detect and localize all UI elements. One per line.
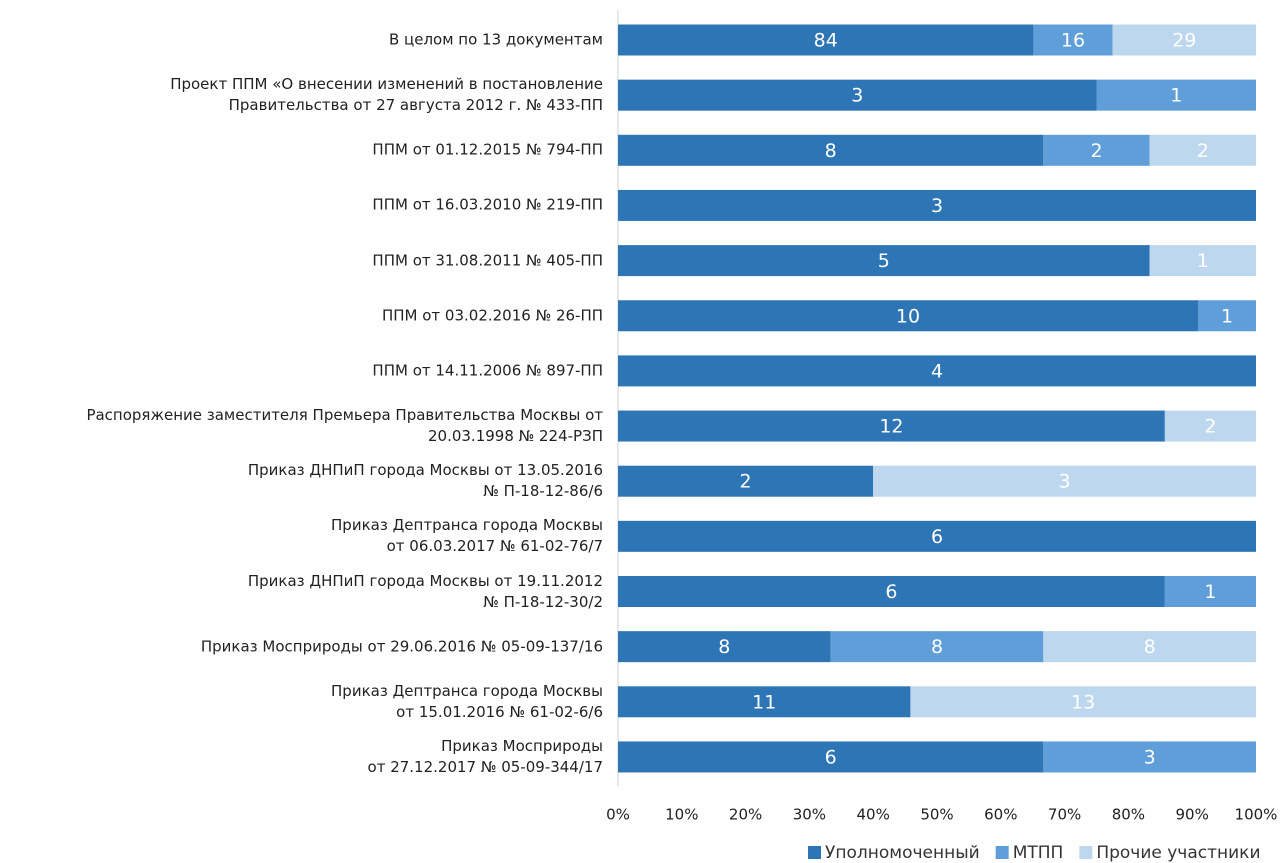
data-label: 2 bbox=[1090, 140, 1102, 162]
legend-label: МТПП bbox=[1013, 843, 1064, 863]
data-label: 8 bbox=[718, 636, 730, 658]
data-label: 3 bbox=[931, 195, 943, 217]
bar-segment bbox=[1164, 576, 1256, 607]
bar-segment bbox=[910, 686, 1256, 718]
data-label: 1 bbox=[1221, 305, 1233, 327]
legend-label: Уполномоченный bbox=[825, 843, 980, 863]
category-label: ППМ от 03.02.2016 № 26-ПП bbox=[381, 306, 603, 325]
x-tick-label: 80% bbox=[1112, 806, 1145, 824]
data-label: 16 bbox=[1061, 30, 1085, 52]
bar-segment bbox=[618, 79, 1097, 111]
x-tick-label: 90% bbox=[1176, 806, 1209, 824]
data-label: 2 bbox=[740, 471, 752, 493]
bar-segment bbox=[618, 245, 1150, 277]
bar-segment bbox=[618, 24, 1034, 56]
data-label: 3 bbox=[1059, 471, 1071, 493]
category-label: Приказ Дептранса города Москвы от 06.03.… bbox=[331, 516, 603, 556]
bar-segment bbox=[830, 631, 1044, 663]
bar-segment bbox=[618, 741, 1044, 773]
data-label: 8 bbox=[1144, 636, 1156, 658]
bar-segment bbox=[618, 631, 831, 663]
data-label: 2 bbox=[1197, 140, 1209, 162]
category-label: ППМ от 01.12.2015 № 794-ПП bbox=[372, 140, 603, 159]
bar-segment bbox=[873, 465, 1256, 497]
category-label: Приказ ДНПиП города Москвы от 13.05.2016… bbox=[247, 461, 603, 501]
category-label: ППМ от 16.03.2010 № 219-ПП bbox=[372, 195, 603, 214]
legend-swatch bbox=[995, 846, 1009, 859]
data-label: 3 bbox=[1144, 746, 1156, 768]
category-label: ППМ от 31.08.2011 № 405-ПП bbox=[372, 251, 603, 270]
bar-segment bbox=[618, 576, 1165, 607]
bar-segment bbox=[1112, 24, 1256, 56]
category-label: Распоряжение заместителя Премьера Правит… bbox=[86, 406, 603, 446]
category-label: В целом по 13 документам bbox=[388, 30, 603, 49]
data-label: 84 bbox=[814, 30, 838, 52]
data-label: 3 bbox=[851, 85, 863, 107]
x-tick-label: 20% bbox=[729, 806, 762, 824]
data-label: 13 bbox=[1071, 691, 1095, 713]
data-label: 5 bbox=[878, 250, 890, 272]
data-label: 6 bbox=[885, 581, 897, 603]
x-tick-label: 30% bbox=[793, 806, 826, 824]
bar-segment bbox=[1043, 134, 1150, 166]
category-label: Приказ Мосприроды от 27.12.2017 № 05-09-… bbox=[367, 736, 603, 776]
category-label: Приказ ДНПиП города Москвы от 19.11.2012… bbox=[247, 571, 603, 611]
data-label: 6 bbox=[931, 526, 943, 548]
data-label: 2 bbox=[1204, 416, 1216, 438]
x-tick-label: 0% bbox=[606, 806, 630, 824]
data-label: 10 bbox=[896, 305, 920, 327]
data-label: 8 bbox=[931, 636, 943, 658]
bar-segment bbox=[1043, 741, 1256, 773]
data-label: 12 bbox=[879, 416, 903, 438]
bar-segment bbox=[618, 520, 1256, 552]
bar-segment bbox=[618, 686, 911, 718]
data-label: 8 bbox=[825, 140, 837, 162]
x-tick-label: 70% bbox=[1048, 806, 1081, 824]
legend-swatch bbox=[808, 846, 821, 859]
data-label: 1 bbox=[1197, 250, 1209, 272]
bar-segment bbox=[1096, 79, 1256, 111]
bar-segment bbox=[1149, 245, 1256, 277]
data-label: 1 bbox=[1204, 581, 1216, 603]
x-tick-label: 60% bbox=[984, 806, 1017, 824]
bar-segment bbox=[618, 355, 1256, 387]
bar-segment bbox=[618, 300, 1198, 332]
data-label: 4 bbox=[931, 360, 943, 382]
legend-swatch bbox=[1079, 846, 1093, 859]
x-tick-label: 40% bbox=[857, 806, 890, 824]
bar-segment bbox=[618, 134, 1044, 166]
data-label: 1 bbox=[1170, 85, 1182, 107]
legend-label: Прочие участники bbox=[1096, 843, 1260, 863]
bar-segment bbox=[1149, 134, 1256, 166]
bar-segment bbox=[618, 410, 1165, 442]
category-label: Приказ Мосприроды от 29.06.2016 № 05-09-… bbox=[200, 637, 603, 656]
bar-segment bbox=[618, 465, 874, 497]
category-label: Проект ППМ «О внесении изменений в поста… bbox=[170, 75, 603, 115]
data-label: 6 bbox=[825, 746, 837, 768]
category-label: Приказ Дептранса города Москвы от 15.01.… bbox=[331, 681, 603, 721]
data-label: 11 bbox=[752, 691, 776, 713]
bar-segment bbox=[618, 189, 1256, 221]
bar-segment bbox=[1198, 300, 1256, 332]
bar-segment bbox=[1043, 631, 1256, 663]
legend: Уполномоченный МТПП Прочие участники bbox=[808, 843, 1261, 863]
x-tick-label: 50% bbox=[920, 806, 953, 824]
bar-segment bbox=[1164, 410, 1256, 442]
x-tick-label: 10% bbox=[665, 806, 698, 824]
data-label: 29 bbox=[1172, 30, 1196, 52]
category-label: ППМ от 14.11.2006 № 897-ПП bbox=[372, 361, 603, 380]
x-tick-label: 100% bbox=[1235, 806, 1278, 824]
bar-segment bbox=[1033, 24, 1113, 56]
